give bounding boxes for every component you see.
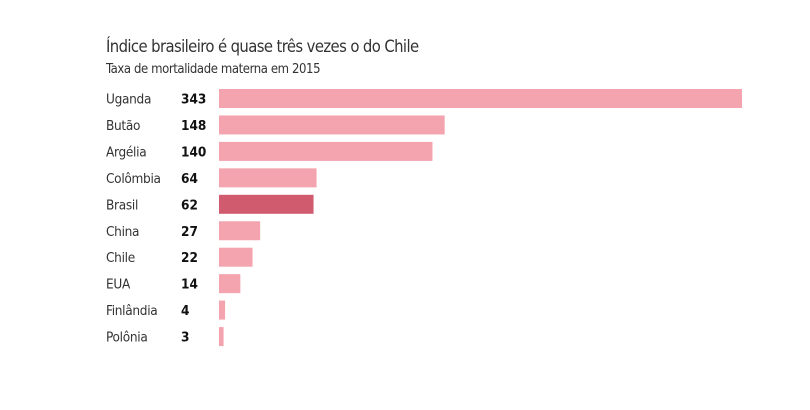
bar-polônia	[219, 327, 224, 347]
bar-chile	[219, 247, 253, 267]
bar-colômbia	[219, 168, 317, 188]
category-label: Brasil	[106, 197, 138, 213]
category-label: China	[106, 224, 139, 240]
value-label: 3	[181, 330, 189, 346]
bar-finlândia	[219, 300, 226, 320]
value-label: 140	[181, 144, 206, 160]
value-label: 64	[181, 171, 198, 187]
category-label: Argélia	[106, 144, 146, 160]
chart-title: Índice brasileiro é quase três vezes o d…	[106, 37, 419, 56]
value-label: 14	[181, 277, 198, 293]
category-label: EUA	[106, 277, 131, 293]
category-label: Colômbia	[106, 171, 161, 187]
value-label: 343	[181, 92, 206, 108]
category-label: Chile	[106, 250, 135, 266]
chart-subtitle: Taxa de mortalidade materna em 2015	[106, 62, 321, 77]
bar-butão	[219, 115, 445, 135]
bar-argélia	[219, 141, 433, 161]
category-label: Finlândia	[106, 303, 157, 319]
category-label: Uganda	[106, 92, 151, 108]
bar-china	[219, 221, 261, 241]
category-label: Polônia	[106, 330, 148, 346]
bar-uganda	[219, 89, 742, 108]
value-label: 62	[181, 197, 198, 213]
value-label: 148	[181, 118, 206, 134]
bar-eua	[219, 274, 241, 294]
category-label: Butão	[106, 118, 140, 134]
bar-brasil	[219, 194, 314, 214]
value-label: 22	[181, 250, 198, 266]
value-label: 4	[181, 303, 189, 319]
value-label: 27	[181, 224, 198, 240]
